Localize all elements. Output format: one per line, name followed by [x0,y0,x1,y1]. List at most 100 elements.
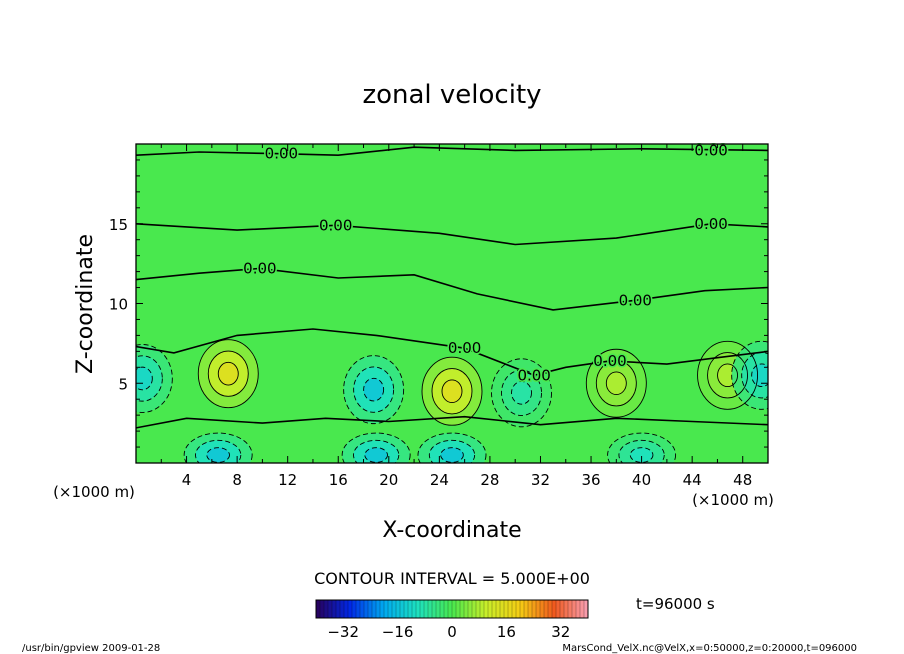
y-axis: 5 10 15 [109,143,768,464]
x-tick-label: 8 [232,471,242,489]
colorbar-cell [408,600,413,618]
negative-contour [364,447,388,463]
colorbar-cell [364,600,369,618]
contour-interval: CONTOUR INTERVAL = 5.000E+00 [314,569,590,588]
colorbar-tick-label: −32 [327,623,359,641]
colorbar-tick-label: −16 [382,623,414,641]
colorbar-cell [536,600,541,618]
colorbar-cell [320,600,325,618]
colorbar-cell [416,600,421,618]
colorbar-cell [436,600,441,618]
colorbar-cell [420,600,425,618]
negative-contour [206,447,230,463]
contour-label: 0.00 [619,291,652,309]
negative-contour [341,432,411,463]
negative-contour [511,381,532,405]
colorbar-cell [504,600,509,618]
colorbar-cell [440,600,445,618]
colorbar-cell [412,600,417,618]
positive-contour [717,363,739,388]
negative-contour [491,358,552,428]
colorbar-cell [500,600,505,618]
colorbar-frame [315,599,589,619]
colorbar-cell [524,600,529,618]
field-core [218,362,239,386]
colorbar-cell [316,600,321,618]
field-core [440,447,464,463]
footer-left: /usr/bin/gpview 2009-01-28 [22,643,160,654]
positive-contour [441,379,463,404]
field-core [442,379,462,403]
colorbar-cell [496,600,501,618]
x-tick-label: 28 [480,471,499,489]
positive-contour [585,348,647,418]
field-core [364,447,388,463]
colorbar-cell [400,600,405,618]
zero-contour [136,222,768,246]
colorbar-cell [584,600,589,618]
x-axis-label: X-coordinate [382,518,521,543]
contour-label: 0.00 [265,145,298,163]
colorbar-cell [572,600,577,618]
colorbar-cell [484,600,489,618]
positive-contour [421,356,483,426]
colorbar-cell [424,600,429,618]
colorbar-cell [576,600,581,618]
time-label: t=96000 s [636,595,715,613]
colorbar-cell [448,600,453,618]
colorbar-cell [528,600,533,618]
field-core [751,363,768,387]
field-core [511,381,532,405]
contour-label: 0.00 [448,339,481,357]
x-axis: 4 8 12 16 20 24 28 32 36 40 44 48 [135,144,769,489]
colorbar-tick-label: 16 [497,623,516,641]
negative-contour [629,447,654,463]
colorbar-cell [376,600,381,618]
zero-contour [136,415,768,429]
colorbar-cell [372,600,377,618]
colorbar-cell [452,600,457,618]
contour-label: 0.00 [517,366,550,384]
negative-contour [428,439,476,463]
colorbar-cell [368,600,373,618]
colorbar-cell [552,600,557,618]
positive-contour [197,339,259,409]
contour-label: 0.00 [694,215,727,233]
x-tick-label: 20 [379,471,398,489]
positive-contour [697,340,759,410]
colorbar-cell [544,600,549,618]
x-tick-label: 4 [182,471,192,489]
y-tick-label: 5 [118,375,128,393]
colorbar-cell [352,600,357,618]
colorbar-cell [460,600,465,618]
negative-contour [417,432,487,463]
field-core [136,367,153,390]
colorbar-cell [480,600,485,618]
negative-contour [136,344,173,413]
negative-contour [731,340,768,410]
colorbar-cell [360,600,365,618]
contour-label: 0.00 [593,352,626,370]
negative-contour [136,355,163,402]
negative-contour [353,439,400,463]
field-core [363,378,384,401]
colorbar-cell [428,600,433,618]
colorbar-cell [332,600,337,618]
colorbar-cell [432,600,437,618]
zero-contour [136,328,768,377]
colorbar-cell [380,600,385,618]
colorbar-cell [464,600,469,618]
positive-contour [431,368,473,415]
plot-area: 0.00 0.00 0.00 0.00 0.00 0.00 0.00 0.00 0.00 [135,140,769,464]
colorbar-cell [564,600,569,618]
x-tick-label: 16 [329,471,348,489]
x-tick-label: 48 [733,471,752,489]
x-tick-label: 24 [430,471,449,489]
colorbar-cell [540,600,545,618]
negative-contour [607,432,677,463]
contour-label: 0.00 [694,141,727,159]
negative-contour [183,432,253,463]
colorbar-cell [388,600,393,618]
negative-contour [363,377,385,402]
negative-contour [618,439,665,463]
